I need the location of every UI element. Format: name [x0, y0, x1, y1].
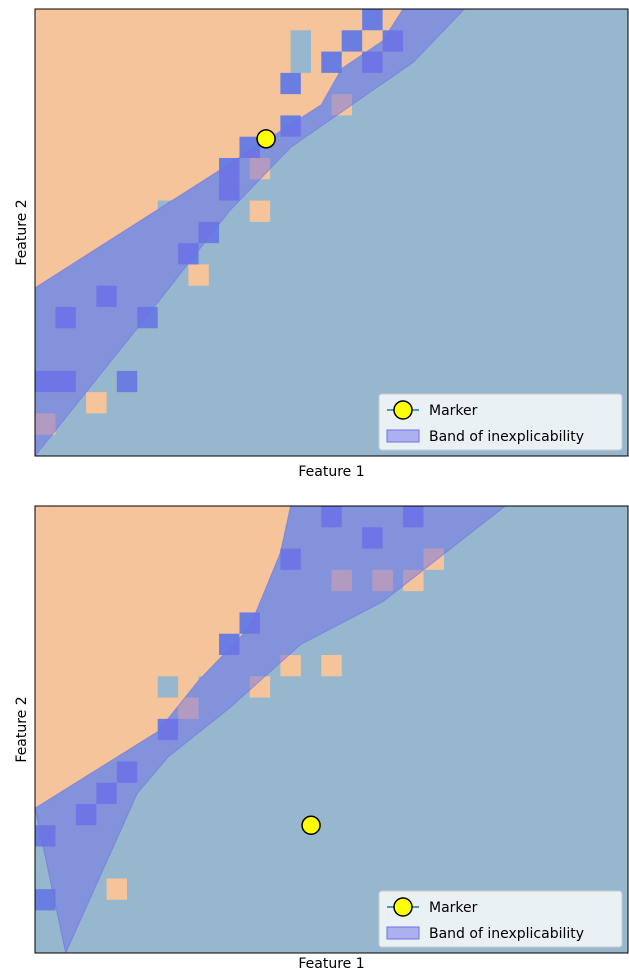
marker-point — [256, 129, 276, 149]
y-axis-label: Feature 2 — [14, 696, 30, 762]
legend-box — [378, 393, 623, 451]
grid-patch — [35, 889, 56, 911]
grid-patch — [249, 200, 271, 222]
grid-patch — [116, 370, 138, 393]
grid-patch — [188, 264, 209, 286]
grid-patch — [321, 655, 342, 677]
axes-frame — [34, 505, 629, 954]
band-of-inexplicability — [35, 9, 466, 456]
region-a — [35, 9, 404, 288]
legend-label-marker: Marker — [429, 900, 478, 916]
grid-patch — [321, 51, 342, 73]
x-axis-label: Feature 1 — [298, 956, 364, 972]
grid-patch — [341, 30, 363, 52]
x-axis-label: Feature 1 — [298, 464, 364, 480]
plot-area — [35, 506, 628, 953]
grid-patch — [106, 878, 128, 900]
region-a — [35, 506, 291, 809]
top-panel: Marker Band of inexplicability Feature 1… — [14, 8, 629, 480]
bottom-panel: Marker Band of inexplicability Feature 1… — [14, 505, 629, 972]
legend-label-band: Band of inexplicability — [429, 429, 584, 445]
legend-box — [378, 890, 623, 948]
grid-patch — [280, 655, 301, 677]
grid-patch — [280, 72, 301, 95]
legend-marker-icon — [393, 897, 413, 917]
marker-point — [301, 815, 321, 836]
legend-label-marker: Marker — [429, 403, 478, 419]
legend-label-band: Band of inexplicability — [429, 926, 584, 942]
legend-band-swatch — [386, 429, 420, 443]
grid-patch — [362, 9, 383, 31]
axes-frame — [34, 8, 629, 457]
grid-patch — [290, 30, 312, 52]
legend-band-swatch — [386, 926, 420, 940]
band-of-inexplicability — [35, 506, 507, 953]
plot-area — [35, 9, 628, 456]
y-axis-label: Feature 2 — [14, 199, 30, 265]
grid-patch — [157, 676, 179, 698]
legend-marker-icon — [393, 400, 413, 420]
legend: Marker Band of inexplicability — [378, 393, 623, 451]
grid-patch — [290, 51, 312, 73]
grid-patch — [86, 392, 107, 414]
legend: Marker Band of inexplicability — [378, 890, 623, 948]
